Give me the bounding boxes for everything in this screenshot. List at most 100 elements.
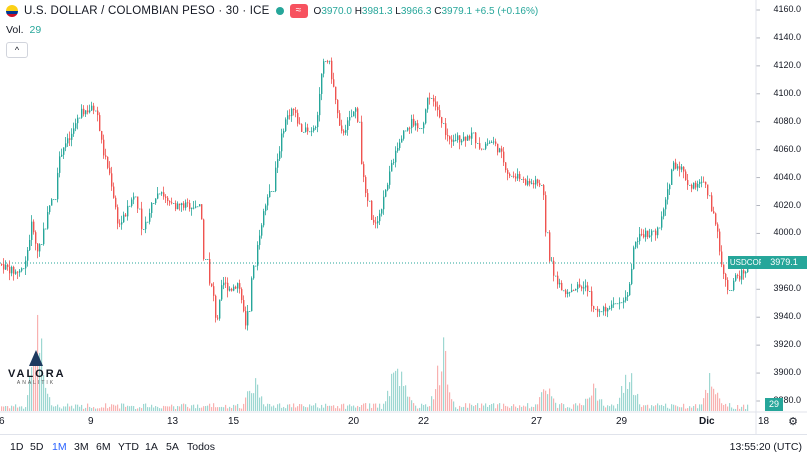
volume-bar xyxy=(545,390,547,411)
candle-body xyxy=(9,266,11,274)
volume-bar xyxy=(571,408,573,411)
low-value: 3966.3 xyxy=(400,5,432,17)
volume-bar xyxy=(533,407,535,411)
volume-bar xyxy=(275,407,277,411)
candle-body xyxy=(715,213,717,225)
volume-bar xyxy=(709,373,711,411)
price-axis[interactable]: 4160.0 4140.0 4120.0 4100.0 4080.0 4060.0 4040… xyxy=(755,0,807,415)
price-chart[interactable] xyxy=(0,0,807,434)
candle-body xyxy=(691,184,693,189)
volume-bar xyxy=(69,406,71,411)
volume-bar xyxy=(97,408,99,411)
candle-body xyxy=(655,230,657,236)
ohlc-values: O3970.0 H3981.3 L3966.3 C3979.1 +6.5 (+0… xyxy=(314,6,539,17)
volume-bar xyxy=(603,405,605,411)
candle-body xyxy=(25,260,27,269)
timeframe-1m[interactable]: 1M xyxy=(52,441,67,453)
volume-bar xyxy=(23,408,25,411)
timeframe-todos[interactable]: Todos xyxy=(187,441,216,453)
volume-bar xyxy=(291,407,293,411)
volume-bar xyxy=(423,405,425,411)
timeframe-3m[interactable]: 3M xyxy=(74,441,89,453)
volume-bar xyxy=(263,404,265,411)
volume-bar xyxy=(595,388,597,411)
candle-body xyxy=(665,199,667,210)
volume-bar xyxy=(393,372,395,411)
candle-body xyxy=(353,111,355,117)
y-tick-label: 4020.0 xyxy=(773,199,801,210)
volume-bar xyxy=(577,405,579,411)
volume-bar xyxy=(87,403,89,411)
volume-bar xyxy=(1,406,3,411)
timeframe-ytd[interactable]: YTD xyxy=(118,441,139,453)
compare-icon[interactable]: ≈ xyxy=(289,4,308,18)
candle-body xyxy=(365,177,367,194)
candle-body xyxy=(121,222,123,225)
symbol-price-tag: USDCOP xyxy=(728,256,766,269)
candle-body xyxy=(465,136,467,141)
timeframe-5d[interactable]: 5D xyxy=(30,441,44,453)
candle-body xyxy=(81,108,83,118)
volume-bar xyxy=(19,406,21,411)
volume-bar xyxy=(513,404,515,411)
candle-body xyxy=(129,205,131,207)
candle-body xyxy=(243,299,245,312)
candle-body xyxy=(479,143,481,149)
volume-bar xyxy=(721,403,723,411)
candle-body xyxy=(583,287,585,289)
candle-body xyxy=(473,132,475,134)
timeframe-1d[interactable]: 1D xyxy=(10,441,24,453)
volume-bar xyxy=(33,365,35,411)
timeframe-5a[interactable]: 5A xyxy=(166,441,179,453)
candle-body xyxy=(433,98,435,102)
volume-bar xyxy=(321,404,323,411)
candle-body xyxy=(27,250,29,261)
clock: 13:55:20 (UTC) xyxy=(729,441,802,453)
volume-bar xyxy=(141,407,143,411)
volume-bar xyxy=(383,403,385,411)
volume-bars xyxy=(1,314,749,411)
y-tick-label: 4100.0 xyxy=(773,87,801,98)
candle-body xyxy=(53,199,55,201)
candle-body xyxy=(123,214,125,223)
candle-body xyxy=(71,133,73,140)
candle-body xyxy=(737,275,739,276)
volume-bar xyxy=(663,405,665,411)
candle-body xyxy=(51,199,53,206)
volume-bar xyxy=(429,406,431,411)
volume-bar xyxy=(159,408,161,411)
candle-body xyxy=(597,308,599,312)
volume-bar xyxy=(385,401,387,411)
volume-bar xyxy=(7,406,9,411)
volume-bar xyxy=(27,395,29,411)
timeframe-6m[interactable]: 6M xyxy=(96,441,111,453)
volume-bar xyxy=(295,407,297,411)
collapse-legend-button[interactable]: ^ xyxy=(6,42,28,58)
candle-body xyxy=(577,284,579,289)
volume-bar xyxy=(679,407,681,411)
volume-tag: 29 xyxy=(765,398,783,411)
volume-bar xyxy=(241,408,243,411)
candle-body xyxy=(483,148,485,150)
candle-body xyxy=(417,123,419,129)
symbol-title[interactable]: U.S. DOLLAR / COLOMBIAN PESO · 30 · ICE xyxy=(24,5,270,17)
volume-bar xyxy=(231,407,233,411)
settings-gear-icon[interactable]: ⚙ xyxy=(788,416,798,428)
candle-body xyxy=(149,213,151,222)
volume-bar xyxy=(45,387,47,411)
volume-bar xyxy=(453,401,455,411)
candle-body xyxy=(305,127,307,132)
candle-body xyxy=(705,181,707,185)
volume-bar xyxy=(305,407,307,411)
volume-bar xyxy=(627,388,629,411)
volume-bar xyxy=(733,408,735,411)
timeframe-1a[interactable]: 1A xyxy=(145,441,158,453)
volume-bar xyxy=(343,403,345,411)
candle-body xyxy=(511,175,513,177)
volume-bar xyxy=(255,378,257,411)
candle-body xyxy=(745,272,747,274)
volume-bar xyxy=(691,407,693,411)
candle-body xyxy=(459,135,461,143)
volume-bar xyxy=(471,404,473,411)
candle-body xyxy=(259,235,261,246)
